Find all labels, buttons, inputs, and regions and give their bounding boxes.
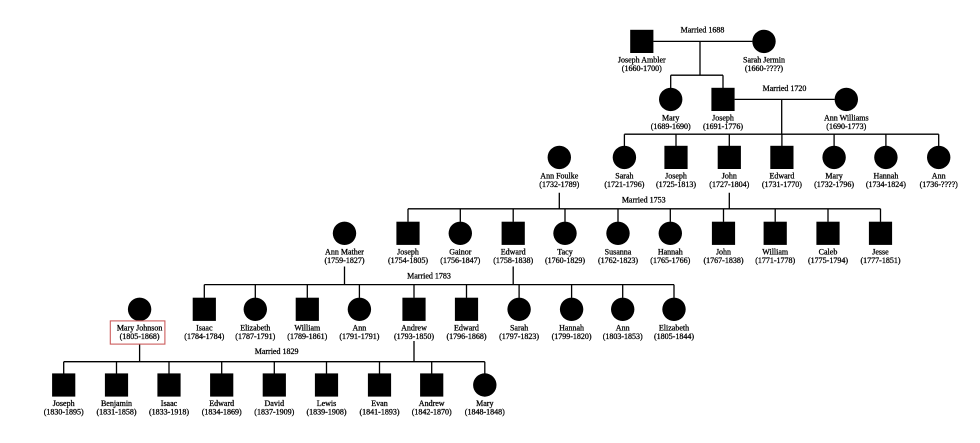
svg-text:(1732-1789): (1732-1789) (539, 180, 579, 189)
svg-text:Evan: Evan (371, 399, 387, 408)
svg-text:(1758-1838): (1758-1838) (493, 256, 533, 265)
svg-text:(1689-1690): (1689-1690) (651, 122, 691, 131)
svg-text:Married 1753: Married 1753 (622, 196, 666, 205)
svg-text:(1754-1805): (1754-1805) (388, 256, 428, 265)
svg-text:(1830-1895): (1830-1895) (44, 408, 84, 417)
svg-text:Ann Mather: Ann Mather (325, 248, 364, 257)
svg-text:Joseph Ambler: Joseph Ambler (618, 56, 666, 65)
svg-text:Benjamin: Benjamin (101, 399, 132, 408)
svg-text:Edward: Edward (454, 324, 479, 333)
svg-text:Edward: Edward (769, 172, 794, 181)
svg-text:(1796-1868): (1796-1868) (447, 332, 487, 341)
svg-text:Married 1829: Married 1829 (255, 347, 299, 356)
svg-text:Elizabeth: Elizabeth (659, 324, 689, 333)
svg-text:Hannah: Hannah (873, 172, 898, 181)
svg-text:Gainor: Gainor (449, 248, 472, 257)
svg-text:Ann Williams: Ann Williams (824, 114, 869, 123)
svg-text:Jesse: Jesse (872, 248, 889, 257)
svg-text:(1793-1850): (1793-1850) (394, 332, 434, 341)
svg-text:Joseph: Joseph (712, 114, 734, 123)
svg-text:(1848-1848): (1848-1848) (465, 408, 505, 417)
svg-text:(1731-1770): (1731-1770) (762, 180, 802, 189)
svg-text:Mary: Mary (476, 399, 493, 408)
svg-text:(1762-1823): (1762-1823) (598, 256, 638, 265)
svg-text:Lewis: Lewis (317, 399, 337, 408)
svg-text:David: David (265, 399, 285, 408)
svg-text:(1833-1918): (1833-1918) (149, 408, 189, 417)
svg-text:(1784-1784): (1784-1784) (184, 332, 224, 341)
svg-text:(1721-1796): (1721-1796) (604, 180, 644, 189)
svg-text:(1759-1827): (1759-1827) (325, 256, 365, 265)
svg-text:(1760-1829): (1760-1829) (545, 256, 585, 265)
svg-text:(1805-1868): (1805-1868) (120, 332, 160, 341)
svg-text:Isaac: Isaac (161, 399, 178, 408)
svg-text:Married 1783: Married 1783 (407, 272, 451, 281)
svg-text:Andrew: Andrew (401, 324, 427, 333)
svg-text:(1797-1823): (1797-1823) (499, 332, 539, 341)
svg-text:(1777-1851): (1777-1851) (861, 256, 901, 265)
svg-text:John: John (722, 172, 737, 181)
svg-text:(1660-1700): (1660-1700) (622, 64, 662, 73)
svg-text:William: William (294, 324, 321, 333)
svg-text:(1767-1838): (1767-1838) (704, 256, 744, 265)
svg-text:William: William (762, 248, 789, 257)
svg-text:Tacy: Tacy (557, 248, 572, 257)
svg-text:Married 1688: Married 1688 (681, 25, 725, 34)
svg-text:(1732-1796): (1732-1796) (814, 180, 854, 189)
svg-text:John: John (716, 248, 731, 257)
svg-text:(1771-1778): (1771-1778) (755, 256, 795, 265)
svg-text:Hannah: Hannah (559, 324, 584, 333)
svg-text:(1789-1861): (1789-1861) (287, 332, 327, 341)
svg-text:Mary: Mary (825, 172, 842, 181)
svg-text:Sarah: Sarah (510, 324, 528, 333)
svg-text:Andrew: Andrew (419, 399, 445, 408)
svg-text:(1787-1791): (1787-1791) (235, 332, 275, 341)
svg-text:(1841-1893): (1841-1893) (360, 408, 400, 417)
svg-text:(1660-????): (1660-????) (745, 64, 784, 73)
svg-text:(1791-1791): (1791-1791) (339, 332, 379, 341)
svg-text:Ann: Ann (616, 324, 630, 333)
svg-text:Married 1720: Married 1720 (763, 84, 807, 93)
svg-text:(1734-1824): (1734-1824) (866, 180, 906, 189)
svg-text:(1690-1773): (1690-1773) (826, 122, 866, 131)
svg-text:Isaac: Isaac (196, 324, 213, 333)
svg-text:Mary Johnson: Mary Johnson (117, 324, 163, 333)
svg-text:Joseph: Joseph (53, 399, 75, 408)
svg-text:Mary: Mary (662, 114, 679, 123)
svg-text:Sarah Jermin: Sarah Jermin (743, 56, 785, 65)
svg-text:(1805-1844): (1805-1844) (654, 332, 694, 341)
svg-text:(1736-????): (1736-????) (920, 180, 959, 189)
svg-text:(1691-1776): (1691-1776) (703, 122, 743, 131)
svg-text:Joseph: Joseph (397, 248, 419, 257)
svg-text:(1839-1908): (1839-1908) (307, 408, 347, 417)
svg-text:Edward: Edward (501, 248, 526, 257)
svg-text:Ann Foulke: Ann Foulke (540, 172, 578, 181)
svg-text:(1831-1858): (1831-1858) (97, 408, 137, 417)
svg-text:Susanna: Susanna (605, 248, 632, 257)
svg-text:(1842-1870): (1842-1870) (412, 408, 452, 417)
svg-text:Elizabeth: Elizabeth (240, 324, 270, 333)
svg-text:(1727-1804): (1727-1804) (709, 180, 749, 189)
svg-text:(1725-1813): (1725-1813) (656, 180, 696, 189)
svg-text:(1756-1847): (1756-1847) (440, 256, 480, 265)
svg-text:Ann: Ann (932, 172, 946, 181)
svg-text:Caleb: Caleb (819, 248, 838, 257)
svg-text:(1799-1820): (1799-1820) (552, 332, 592, 341)
svg-text:Sarah: Sarah (615, 172, 633, 181)
svg-text:Hannah: Hannah (658, 248, 683, 257)
svg-text:Joseph: Joseph (665, 172, 687, 181)
svg-text:(1803-1853): (1803-1853) (603, 332, 643, 341)
svg-text:(1837-1909): (1837-1909) (254, 408, 294, 417)
svg-text:(1775-1794): (1775-1794) (808, 256, 848, 265)
svg-text:(1765-1766): (1765-1766) (650, 256, 690, 265)
svg-text:(1834-1869): (1834-1869) (202, 408, 242, 417)
svg-text:Ann: Ann (353, 324, 367, 333)
svg-text:Edward: Edward (209, 399, 234, 408)
